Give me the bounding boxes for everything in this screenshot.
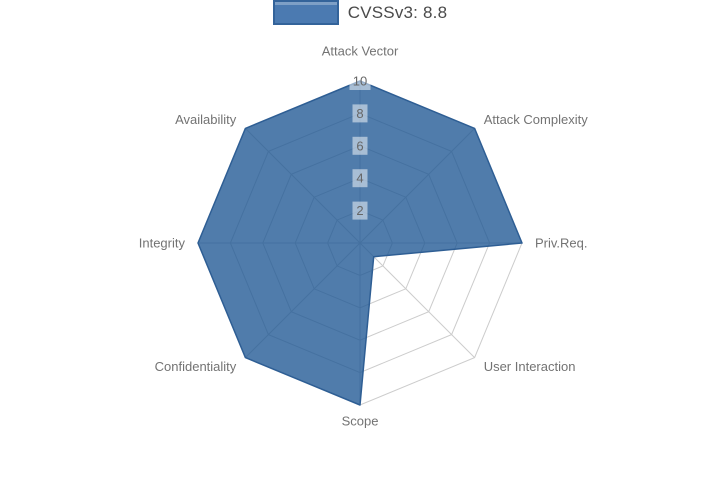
grid-spoke bbox=[359, 242, 475, 358]
axis-label-user-interaction: User Interaction bbox=[484, 359, 576, 374]
axis-label-priv-req: Priv.Req. bbox=[535, 236, 588, 251]
tick-label: 8 bbox=[356, 106, 363, 121]
tick-label: 10 bbox=[353, 74, 367, 89]
axis-label-attack-complexity: Attack Complexity bbox=[484, 112, 589, 127]
tick-label-background bbox=[349, 72, 371, 90]
tick-label-background bbox=[352, 169, 368, 188]
axis-label-confidentiality: Confidentiality bbox=[155, 359, 237, 374]
tick-label: 4 bbox=[356, 171, 363, 186]
tick-label: 2 bbox=[356, 203, 363, 218]
axis-label-attack-vector: Attack Vector bbox=[322, 44, 399, 59]
tick-label-background bbox=[352, 136, 368, 155]
data-polygon bbox=[197, 80, 523, 406]
tick-label-background bbox=[352, 201, 368, 220]
tick-label-background bbox=[352, 104, 368, 123]
axis-label-integrity: Integrity bbox=[139, 236, 186, 251]
axis-label-availability: Availability bbox=[175, 112, 237, 127]
axis-label-scope: Scope bbox=[342, 414, 379, 429]
tick-label: 6 bbox=[356, 138, 363, 153]
